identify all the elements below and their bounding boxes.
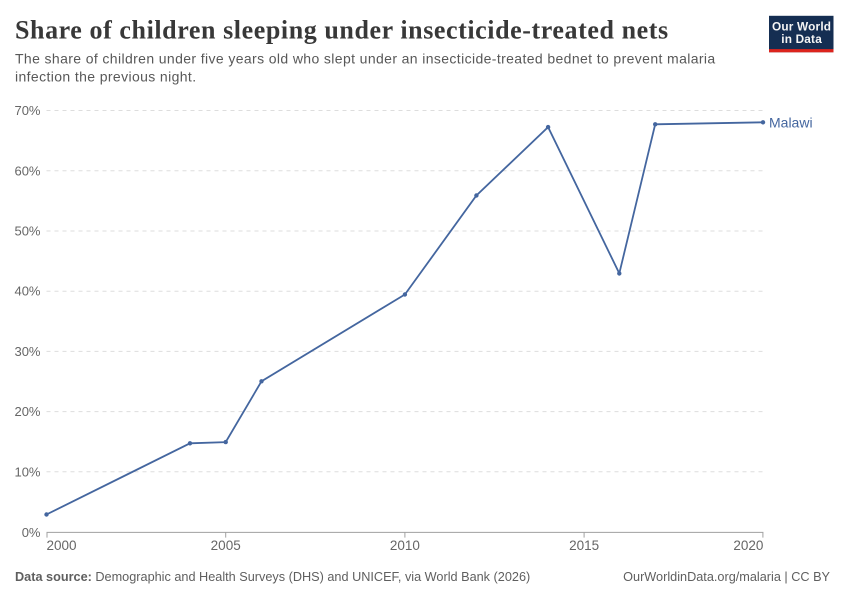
svg-text:70%: 70% <box>14 103 40 118</box>
svg-text:Our World: Our World <box>772 20 831 34</box>
svg-text:Share of children sleeping und: Share of children sleeping under insecti… <box>15 16 669 45</box>
svg-text:2020: 2020 <box>733 538 763 553</box>
svg-text:50%: 50% <box>14 224 40 239</box>
svg-text:60%: 60% <box>14 163 40 178</box>
svg-text:40%: 40% <box>14 284 40 299</box>
svg-text:30%: 30% <box>14 344 40 359</box>
svg-text:in Data: in Data <box>781 32 822 46</box>
svg-text:0%: 0% <box>22 525 41 540</box>
svg-text:infection the previous night.: infection the previous night. <box>15 69 196 85</box>
svg-text:Data source: Demographic and H: Data source: Demographic and Health Surv… <box>15 570 530 584</box>
svg-text:Malawi: Malawi <box>769 114 813 130</box>
svg-text:2005: 2005 <box>211 538 241 553</box>
svg-text:2010: 2010 <box>390 538 420 553</box>
svg-text:2000: 2000 <box>47 538 77 553</box>
svg-text:2015: 2015 <box>569 538 599 553</box>
svg-text:OurWorldinData.org/malaria | C: OurWorldinData.org/malaria | CC BY <box>623 570 830 584</box>
svg-text:10%: 10% <box>14 464 40 479</box>
svg-text:The share of children under fi: The share of children under five years o… <box>15 51 716 67</box>
svg-text:20%: 20% <box>14 404 40 419</box>
